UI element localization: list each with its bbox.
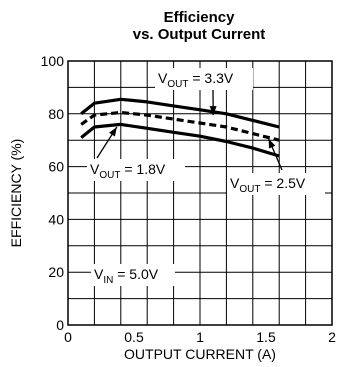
- annotation-background: [91, 264, 175, 286]
- x-tick-label: 0.5: [124, 329, 144, 345]
- annotation-vin: VIN = 5.0V: [94, 266, 159, 286]
- annotation-background: [87, 159, 185, 181]
- y-axis-label: EFFICIENCY (%): [8, 139, 24, 248]
- x-tick-label: 0: [64, 329, 72, 345]
- chart-subtitle: vs. Output Current: [132, 26, 266, 43]
- x-axis-label: OUTPUT CURRENT (A): [124, 346, 276, 362]
- y-tick-label: 40: [48, 211, 64, 227]
- series-line-3: [80, 122, 280, 158]
- y-tick-label: 80: [48, 106, 64, 122]
- annotation-background: [227, 173, 325, 195]
- y-tick-label: 20: [48, 264, 64, 280]
- annotation-vout25: VOUT = 2.5V: [230, 175, 306, 195]
- x-tick-label: 1: [196, 329, 204, 345]
- annotation-arrowhead: [209, 106, 217, 116]
- annotation-vout33: VOUT = 3.3V: [158, 70, 234, 90]
- chart-title: Efficiency: [163, 9, 235, 26]
- series-line-2: [80, 110, 280, 142]
- y-tick-label: 100: [41, 53, 65, 69]
- x-tick-label: 1.5: [256, 329, 276, 345]
- annotation-arrowhead: [268, 138, 276, 149]
- annotation-background: [155, 68, 253, 90]
- plot-frame: [67, 60, 333, 326]
- annotation-vout18: VOUT = 1.8V: [90, 161, 166, 181]
- y-tick-label: 60: [48, 159, 64, 175]
- series-line-1: [80, 97, 280, 129]
- x-tick-label: 2: [328, 329, 336, 345]
- annotation-arrowhead: [109, 127, 117, 137]
- y-tick-label: 0: [56, 317, 64, 333]
